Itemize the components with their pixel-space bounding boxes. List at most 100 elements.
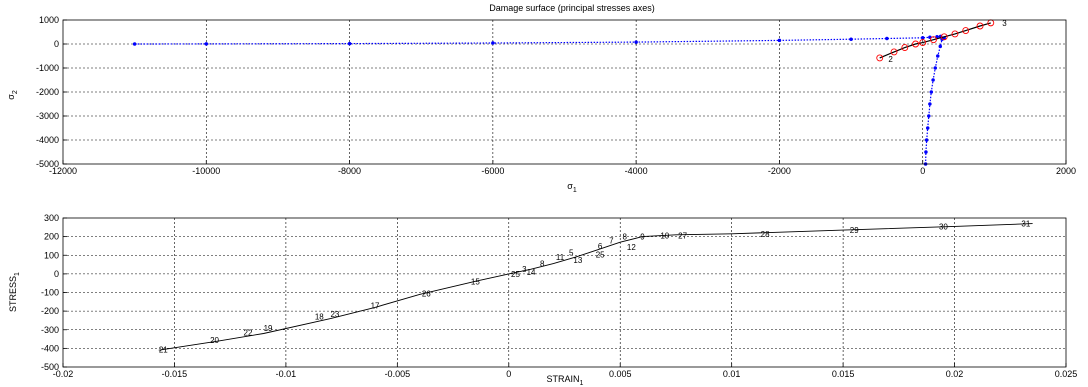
top-data-point <box>933 66 938 70</box>
top-ticks: -12000 -10000 -8000 -6000 -4000 -2000 0 2000-50… <box>36 15 1076 176</box>
y-tick-label: -3000 <box>36 111 59 121</box>
bottom-point-label: 25 <box>596 250 605 259</box>
top-data-point <box>925 126 930 130</box>
bottom-point-label: 5 <box>569 248 574 257</box>
x-tick-label: -2000 <box>768 166 791 176</box>
y-tick-label: -100 <box>41 288 59 298</box>
x-tick-label: 2000 <box>1056 166 1076 176</box>
top-data-point <box>931 78 935 82</box>
top-data-point <box>938 44 943 49</box>
top-data-point <box>491 41 495 45</box>
x-tick-label: -4000 <box>625 166 648 176</box>
bottom-point-label: 14 <box>527 268 536 277</box>
top-point-label: 2 <box>888 55 893 64</box>
bottom-point-label: 6 <box>598 242 603 251</box>
y-tick-label: 300 <box>44 213 59 223</box>
y-tick-label: -200 <box>41 306 59 316</box>
y-tick-label: 0 <box>54 39 59 49</box>
top-data-point <box>936 54 940 58</box>
bottom-point-label: 3 <box>522 265 527 274</box>
bottom-point-label: 8 <box>622 233 627 242</box>
x-tick-label: 0.005 <box>609 369 632 379</box>
y-tick-label: 1000 <box>39 15 59 25</box>
bottom-point-label: 31 <box>1021 220 1030 229</box>
bottom-point-label: 22 <box>244 329 253 338</box>
top-data-point <box>924 138 929 142</box>
top-data-point <box>962 27 970 35</box>
top-data: 23 <box>132 19 1007 166</box>
bottom-ylabel: STRESS1 <box>8 272 21 312</box>
x-tick-label: 0.01 <box>723 369 741 379</box>
y-tick-label: -5000 <box>36 159 59 169</box>
x-tick-label: -0.005 <box>385 369 411 379</box>
x-tick-label: 0.015 <box>832 369 855 379</box>
top-data-point <box>951 30 959 38</box>
y-tick-label: 200 <box>44 232 59 242</box>
y-tick-label: -400 <box>41 343 59 353</box>
x-tick-label: -6000 <box>481 166 504 176</box>
bottom-point-label: 12 <box>627 243 636 252</box>
top-plot: Damage surface (principal stresses axes)… <box>6 3 1076 194</box>
top-data-point <box>940 33 948 41</box>
top-data-point <box>901 44 909 52</box>
y-tick-label: -2000 <box>36 87 59 97</box>
top-xlabel: σ1 <box>567 181 577 194</box>
bottom-point-label: 26 <box>422 289 431 298</box>
bottom-ylabel-text: STRESS <box>8 276 18 312</box>
bottom-point-label: 27 <box>678 232 687 241</box>
top-data-point <box>929 90 934 94</box>
x-tick-label: -12000 <box>49 166 77 176</box>
top-data-point <box>935 35 939 39</box>
bottom-xlabel-text: STRAIN <box>547 374 580 384</box>
top-data-point <box>634 40 638 44</box>
top-ylabel-text: σ <box>6 94 16 100</box>
top-data-point <box>928 102 932 106</box>
bottom-point-label: 13 <box>573 256 582 265</box>
bottom-point-label: 10 <box>660 232 669 241</box>
top-data-point <box>132 42 137 46</box>
y-tick-label: -500 <box>41 362 59 372</box>
bottom-point-label: 23 <box>330 310 339 319</box>
bottom-point-label: 8 <box>540 260 545 269</box>
bottom-xlabel-sub: 1 <box>580 380 584 387</box>
bottom-grid <box>63 218 1066 367</box>
bottom-ylabel-sub: 1 <box>14 272 21 276</box>
top-data-point <box>919 39 927 47</box>
bottom-point-label: 19 <box>264 324 273 333</box>
top-ylabel-sub: 2 <box>12 90 19 94</box>
bottom-point-label: 25 <box>511 270 520 279</box>
top-data-point <box>890 48 898 56</box>
top-xlabel-text: σ <box>567 181 573 191</box>
bottom-series-line <box>158 223 1033 351</box>
bottom-ticks: -0.02 -0.015 -0.01 -0.005 0 0.005 0.01 0.015 0.0… <box>41 213 1077 379</box>
x-tick-label: -0.02 <box>53 369 74 379</box>
top-data-point <box>885 36 889 41</box>
x-tick-label: 0 <box>920 166 925 176</box>
bottom-point-label: 30 <box>939 222 948 231</box>
x-tick-label: 0.02 <box>946 369 964 379</box>
bottom-point-label: 18 <box>315 313 324 322</box>
top-data-point <box>924 150 928 154</box>
bottom-point-label: 20 <box>210 336 219 345</box>
top-data-point <box>204 42 209 46</box>
x-tick-label: -0.015 <box>162 369 188 379</box>
top-data-point <box>777 38 782 43</box>
top-data-point <box>976 22 984 30</box>
x-tick-label: -8000 <box>338 166 361 176</box>
top-series-line <box>879 22 991 59</box>
bottom-point-label: 11 <box>556 253 565 262</box>
y-tick-label: 0 <box>54 269 59 279</box>
bottom-point-label: 15 <box>471 277 480 286</box>
bottom-point-label: 9 <box>640 233 645 242</box>
top-series-line <box>925 37 945 165</box>
top-data-point <box>920 36 925 40</box>
y-tick-label: -300 <box>41 325 59 335</box>
bottom-point-label: 17 <box>371 302 380 311</box>
top-series-line <box>134 35 941 45</box>
top-data-point <box>912 40 919 48</box>
x-tick-label: 0.025 <box>1055 369 1078 379</box>
top-data-point <box>849 37 853 41</box>
